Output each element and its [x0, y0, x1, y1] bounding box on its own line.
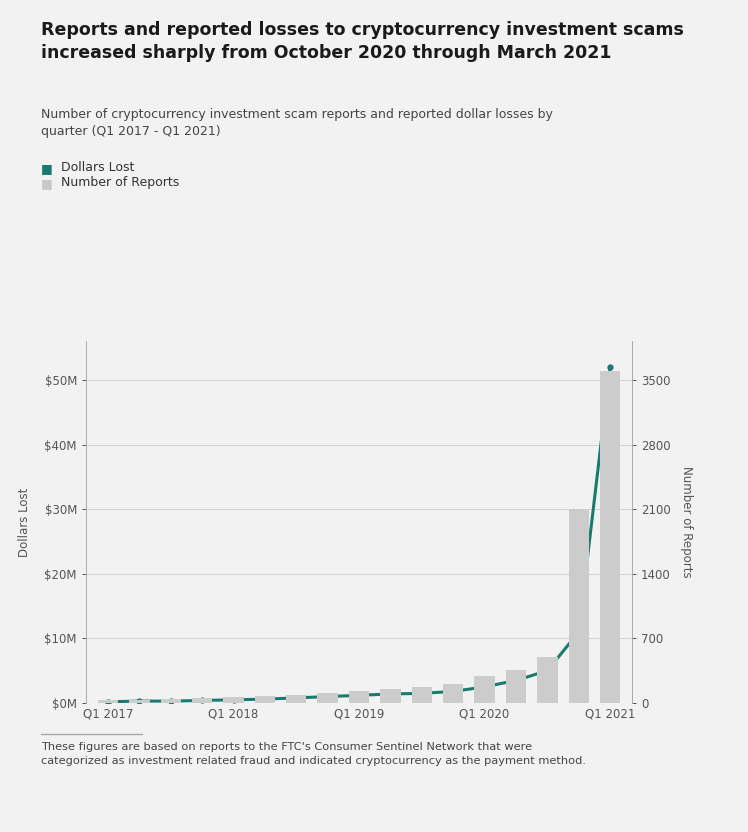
Y-axis label: Number of Reports: Number of Reports — [680, 466, 693, 578]
Bar — [349, 691, 370, 703]
Bar — [286, 695, 307, 703]
Bar — [537, 657, 557, 703]
Bar — [255, 696, 275, 703]
Text: Number of Reports: Number of Reports — [61, 176, 180, 189]
Bar — [224, 697, 244, 703]
Bar — [443, 684, 463, 703]
Bar — [411, 687, 432, 703]
Text: Reports and reported losses to cryptocurrency investment scams
increased sharply: Reports and reported losses to cryptocur… — [41, 21, 684, 62]
Bar — [474, 676, 494, 703]
Bar — [192, 698, 212, 703]
Bar — [380, 689, 401, 703]
Text: Dollars Lost: Dollars Lost — [61, 161, 135, 175]
Text: ■: ■ — [41, 177, 53, 191]
Y-axis label: Dollars Lost: Dollars Lost — [18, 488, 31, 557]
Bar — [161, 700, 181, 703]
Text: ■: ■ — [41, 162, 53, 176]
Bar — [600, 371, 620, 703]
Text: Number of cryptocurrency investment scam reports and reported dollar losses by
q: Number of cryptocurrency investment scam… — [41, 108, 553, 138]
Bar — [317, 693, 338, 703]
Bar — [129, 700, 150, 703]
Bar — [568, 509, 589, 703]
Text: These figures are based on reports to the FTC's Consumer Sentinel Network that w: These figures are based on reports to th… — [41, 742, 586, 766]
Bar — [98, 701, 118, 703]
Bar — [506, 670, 526, 703]
